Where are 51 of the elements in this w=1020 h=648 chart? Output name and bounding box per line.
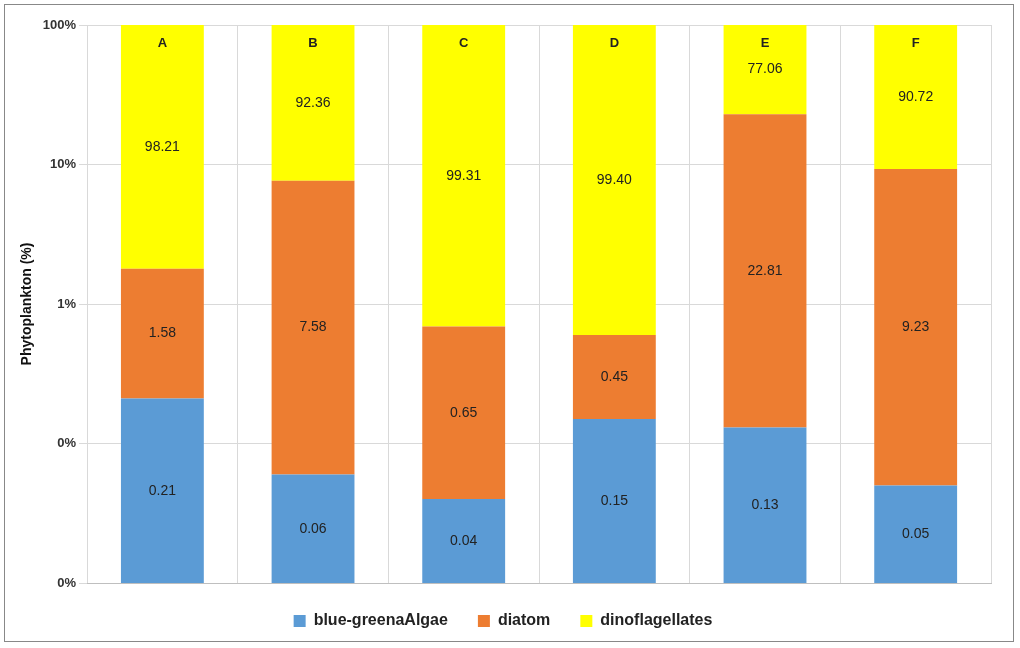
bar bbox=[120, 25, 204, 269]
data-label: 0.06 bbox=[299, 519, 327, 536]
legend-label: diatom bbox=[497, 611, 551, 629]
x-tick-label: F bbox=[911, 34, 920, 50]
bar bbox=[271, 474, 355, 583]
y-tick-label: 10% bbox=[50, 156, 77, 172]
data-label: 0.45 bbox=[600, 367, 629, 384]
legend-label: dinoflagellates bbox=[600, 611, 713, 629]
data-label: 0.15 bbox=[600, 491, 629, 508]
bar bbox=[572, 25, 656, 335]
legend-label: blue-greenaAlgae bbox=[313, 611, 448, 629]
bar bbox=[874, 169, 958, 486]
data-label: 0.13 bbox=[751, 496, 779, 513]
data-label: 22.81 bbox=[747, 261, 783, 278]
y-tick-label: 0% bbox=[57, 574, 77, 590]
bar bbox=[874, 485, 958, 583]
data-label: 0.21 bbox=[148, 481, 177, 498]
bar bbox=[271, 25, 355, 181]
data-label: 99.40 bbox=[596, 170, 633, 187]
bar bbox=[422, 499, 506, 583]
x-tick-label: D bbox=[609, 34, 620, 50]
data-label: 1.58 bbox=[148, 324, 177, 341]
x-tick-label: B bbox=[308, 34, 318, 50]
x-tick-label: A bbox=[157, 34, 168, 50]
data-label: 99.31 bbox=[446, 166, 482, 183]
y-tick-label: 1% bbox=[57, 295, 77, 311]
data-label: 77.06 bbox=[747, 60, 783, 77]
x-tick-label: C bbox=[459, 34, 469, 50]
data-label: 9.23 bbox=[902, 318, 930, 335]
y-tick-label: 100% bbox=[42, 16, 77, 32]
bar bbox=[572, 418, 656, 583]
y-tick-label: 0% bbox=[57, 435, 77, 451]
bar bbox=[723, 427, 807, 583]
bar bbox=[271, 180, 355, 475]
x-tick-label: E bbox=[760, 34, 770, 50]
data-label: 98.21 bbox=[144, 137, 181, 154]
y-axis-title: Phytoplankton (%) bbox=[18, 242, 35, 366]
data-label: 7.58 bbox=[299, 318, 327, 335]
bar bbox=[120, 398, 204, 583]
data-label: 92.36 bbox=[295, 93, 331, 110]
bar bbox=[723, 114, 807, 428]
bar bbox=[422, 326, 506, 500]
data-label: 0.65 bbox=[450, 403, 478, 420]
bar bbox=[422, 25, 506, 327]
data-label: 0.05 bbox=[902, 525, 930, 542]
bar bbox=[874, 25, 958, 170]
bar bbox=[120, 268, 204, 399]
bar bbox=[723, 25, 807, 115]
data-label: 0.04 bbox=[450, 531, 478, 548]
bar bbox=[572, 334, 656, 419]
data-label: 90.72 bbox=[898, 87, 934, 104]
